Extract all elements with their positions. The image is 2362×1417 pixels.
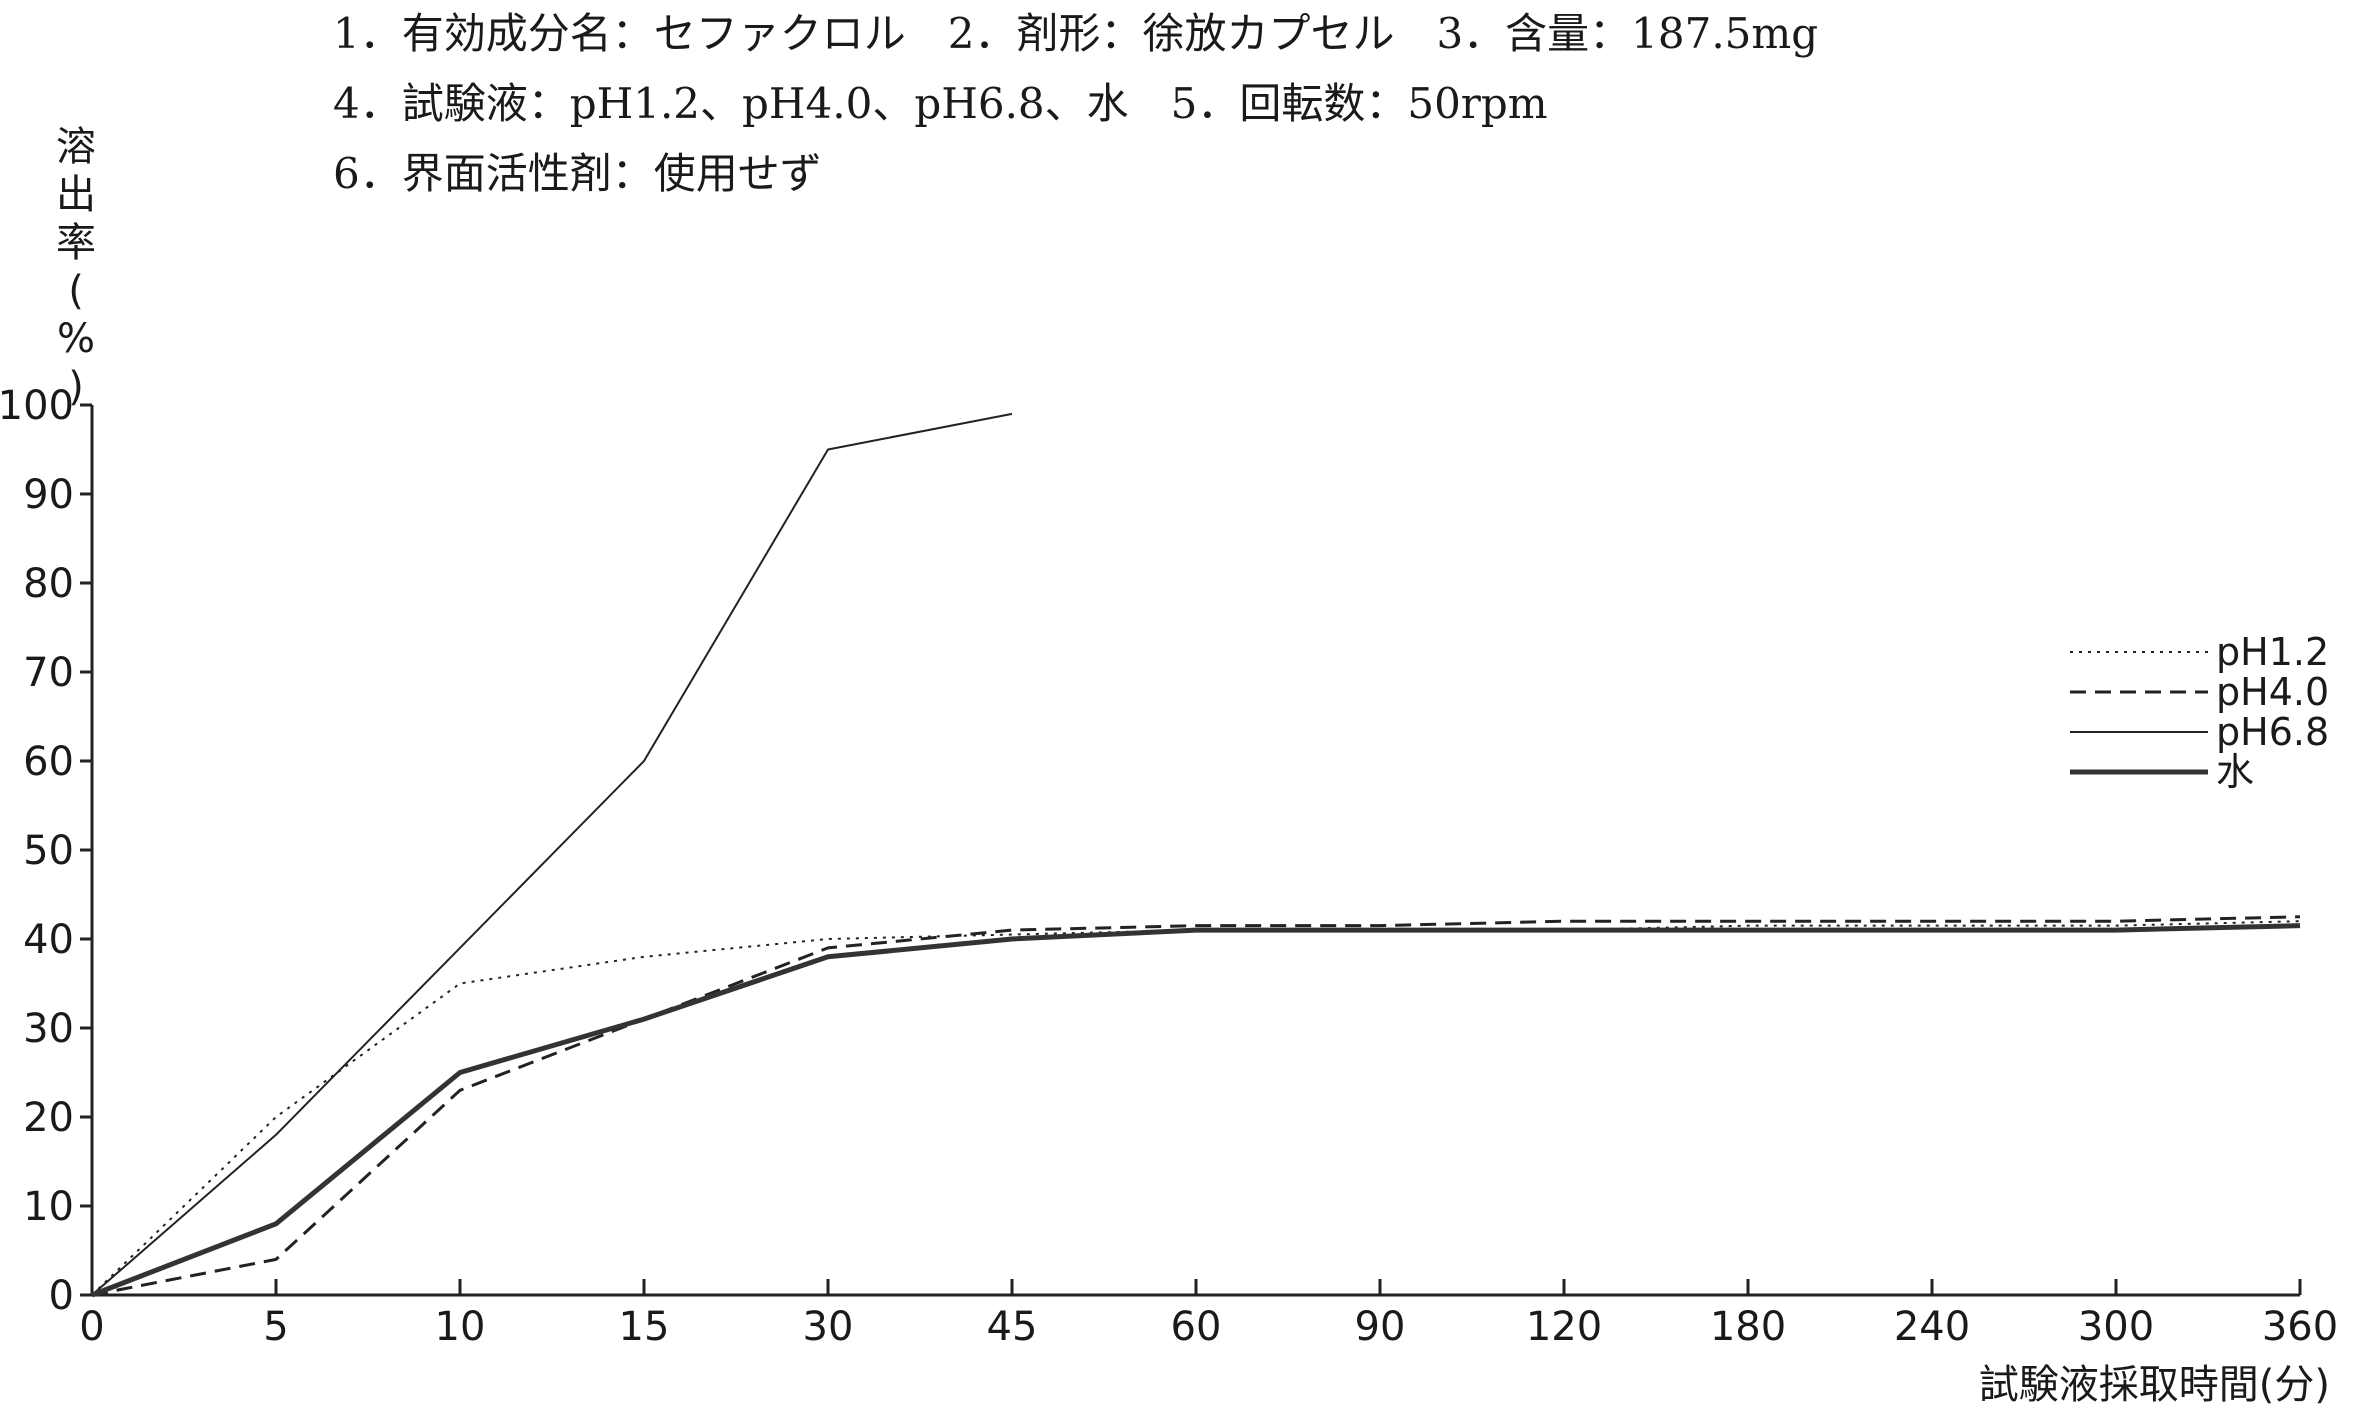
x-tick-label: 10 — [435, 1304, 486, 1350]
x-tick-label: 5 — [263, 1304, 288, 1350]
y-tick-label: 20 — [23, 1095, 74, 1141]
header-line-1: 1．有効成分名：セファクロル 2．剤形：徐放カプセル 3．含量：187.5mg — [333, 9, 1818, 58]
legend-label: pH1.2 — [2216, 630, 2329, 674]
y-tick-label: 90 — [23, 472, 74, 518]
header: 1．有効成分名：セファクロル 2．剤形：徐放カプセル 3．含量：187.5mg … — [333, 9, 1818, 198]
x-tick-label: 15 — [619, 1304, 670, 1350]
series-lines — [91, 412, 2301, 1298]
y-tick-label: 100 — [0, 383, 74, 429]
y-axis-label-char: % — [57, 316, 95, 362]
y-tick-label: 80 — [23, 561, 74, 607]
y-axis-label-char: 率 — [56, 220, 96, 266]
header-line-2: 4．試験液：pH1.2、pH4.0、pH6.8、水 5．回転数：50rpm — [333, 79, 1548, 128]
series-line-4 — [91, 923, 2301, 1298]
y-tick-label: 0 — [49, 1273, 74, 1319]
x-tick-label: 360 — [2262, 1304, 2338, 1350]
y-tick-label: 30 — [23, 1006, 74, 1052]
series-line-3 — [91, 412, 1013, 1296]
series-line-2 — [91, 915, 2301, 1297]
x-tick-label: 120 — [1526, 1304, 1602, 1350]
x-tick-label: 0 — [79, 1304, 104, 1350]
series-line-1 — [91, 920, 2301, 1296]
legend-label: pH4.0 — [2216, 670, 2329, 714]
header-line-3: 6．界面活性剤：使用せず — [333, 149, 822, 198]
x-tick-label: 240 — [1894, 1304, 1970, 1350]
y-ticks: 0 10 20 30 40 50 60 70 80 90 100 — [0, 383, 92, 1319]
y-tick-label: 10 — [23, 1184, 74, 1230]
y-axis-label-char: 溶 — [56, 124, 96, 170]
x-tick-label: 180 — [1710, 1304, 1786, 1350]
y-axis-label: 溶出率(%) — [56, 124, 96, 410]
y-tick-label: 60 — [23, 739, 74, 785]
x-axis-label: 試験液採取時間(分) — [1979, 1362, 2330, 1408]
x-tick-label: 90 — [1355, 1304, 1406, 1350]
axes — [90, 405, 2300, 1297]
legend-label: 水 — [2216, 750, 2254, 794]
x-tick-label: 60 — [1171, 1304, 1222, 1350]
y-tick-label: 40 — [23, 917, 74, 963]
y-tick-label: 50 — [23, 828, 74, 874]
x-ticks: 0 5 10 15 30 45 60 90 120 180 240 300 360 — [79, 1279, 2338, 1350]
y-axis-label-char: 出 — [56, 172, 96, 218]
legend-label: pH6.8 — [2216, 710, 2329, 754]
x-tick-label: 30 — [803, 1304, 854, 1350]
y-axis-label-char: ) — [68, 364, 84, 410]
x-tick-label: 45 — [987, 1304, 1038, 1350]
x-tick-label: 300 — [2078, 1304, 2154, 1350]
y-axis-label-char: ( — [68, 268, 84, 314]
y-tick-label: 70 — [23, 650, 74, 696]
